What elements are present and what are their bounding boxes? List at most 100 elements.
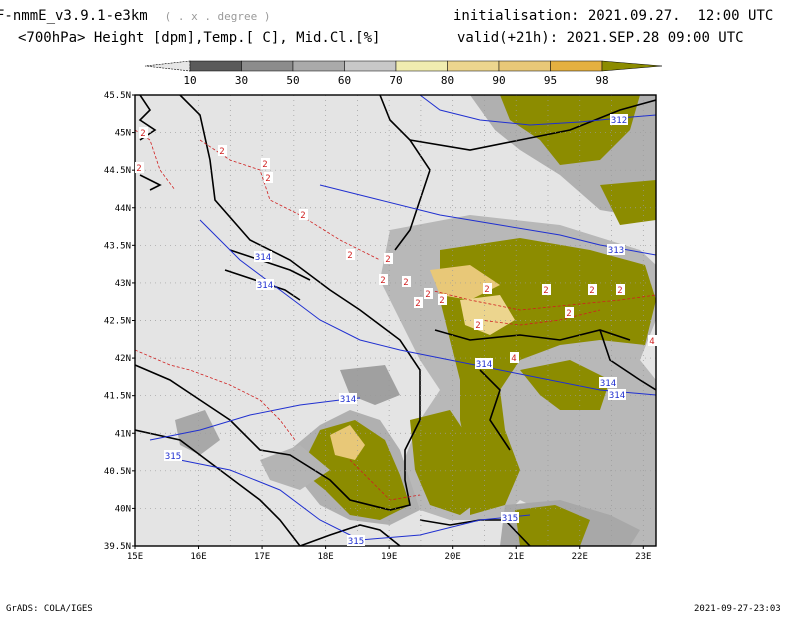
valid-label: valid(+21h): xyxy=(457,30,559,46)
colorbar-tick-label: 90 xyxy=(492,74,505,87)
resolution-note: ( . x . degree ) xyxy=(164,10,271,23)
latitude-label: 43N xyxy=(115,279,131,289)
temp-contour-label: 4 xyxy=(511,354,516,364)
colorbar-right-arrow xyxy=(601,60,663,72)
temp-contour-label: 2 xyxy=(425,290,430,300)
temp-contour-label: 2 xyxy=(140,129,145,139)
latitude-label: 45.5N xyxy=(104,91,131,101)
temp-contour-label: 2 xyxy=(543,286,548,296)
latitude-label: 41.5N xyxy=(104,392,131,402)
temp-contours xyxy=(135,129,656,501)
latitude-label: 39.5N xyxy=(104,542,131,552)
longitude-label: 18E xyxy=(317,552,333,562)
latitude-label: 40N xyxy=(115,504,131,514)
fields-description: <700hPa> Height [dpm],Temp.[ C], Mid.Cl.… xyxy=(18,30,381,46)
temp-label-bg xyxy=(424,288,433,299)
temp-label-bg xyxy=(379,274,388,285)
temp-contour-label: 2 xyxy=(385,255,390,265)
colorbar-tick-label: 60 xyxy=(338,74,351,87)
longitude-label: 17E xyxy=(254,552,270,562)
colorbar-tick-label: 70 xyxy=(389,74,402,87)
height-contour-label: 315 xyxy=(165,452,181,462)
longitude-label: 19E xyxy=(381,552,397,562)
temp-contour-label: 2 xyxy=(589,286,594,296)
temp-contour-label: 2 xyxy=(219,147,224,157)
latitude-label: 41N xyxy=(115,429,131,439)
temp-contour-label: 4 xyxy=(649,337,654,347)
height-label-bg xyxy=(164,450,182,461)
height-label-bg xyxy=(475,358,493,369)
temp-label-bg xyxy=(135,162,144,173)
temp-label-bg xyxy=(438,294,447,305)
temp-label-bg xyxy=(402,276,411,287)
height-contour-label: 315 xyxy=(348,537,364,547)
model-name: F-nmmE_v3.9.1-e3km xyxy=(0,8,148,24)
latitude-label: 42.5N xyxy=(104,317,131,327)
latitude-label: 43.5N xyxy=(104,241,131,251)
latitude-label: 44N xyxy=(115,204,131,214)
height-label-bg xyxy=(339,393,357,404)
temp-label-bg xyxy=(648,335,657,346)
longitude-label: 16E xyxy=(190,552,206,562)
temp-contour-label: 2 xyxy=(265,174,270,184)
model-title: F-nmmE_v3.9.1-e3km ( . x . degree ) xyxy=(0,8,271,25)
temp-label-bg xyxy=(616,284,625,295)
height-label-bg xyxy=(599,377,617,388)
latitude-labels: 45.5N 45N 44.5N 44N 43.5N 43N 42.5N 42N 41.5N 41N… xyxy=(104,91,135,552)
temp-label-bg xyxy=(384,253,393,264)
height-contour-label: 314 xyxy=(600,379,616,389)
temp-label-bg xyxy=(588,284,597,295)
height-contour-label: 314 xyxy=(476,360,492,370)
temp-label-bg xyxy=(139,127,148,138)
colorbar-tick-label: 10 xyxy=(183,74,196,87)
temp-label-bg xyxy=(542,284,551,295)
temp-contour-label: 2 xyxy=(439,296,444,306)
colorbar-tick-label: 95 xyxy=(544,74,557,87)
temp-label-bg xyxy=(483,283,492,294)
colorbar-tick-label: 30 xyxy=(235,74,248,87)
temp-label-bg xyxy=(218,145,227,156)
init-time-line: initialisation: 2021.09.27. 12:00 UTC xyxy=(453,8,773,24)
temp-label-bg xyxy=(299,209,308,220)
height-contour-label: 312 xyxy=(611,116,627,126)
graticule xyxy=(135,95,656,546)
longitude-label: 23E xyxy=(635,552,651,562)
valid-time-line: valid(+21h): 2021.SEP.28 09:00 UTC xyxy=(457,30,744,46)
longitude-label: 15E xyxy=(127,552,143,562)
temp-label-bg xyxy=(414,297,423,308)
height-label-bg xyxy=(347,535,365,546)
valid-time: 2021.SEP.28 09:00 UTC xyxy=(566,30,744,46)
temp-contour-label: 2 xyxy=(347,251,352,261)
colorbar-tick-label: 98 xyxy=(595,74,608,87)
temp-contour-label: 2 xyxy=(475,321,480,331)
longitude-labels: 15E 16E 17E 18E 19E 20E 21E 22E 23E xyxy=(127,546,651,562)
height-contour-label: 314 xyxy=(257,281,273,291)
init-label: initialisation: xyxy=(453,8,580,24)
colorbar-tick-label: 50 xyxy=(286,74,299,87)
temp-contour-label: 2 xyxy=(136,164,141,174)
temp-contour-label: 2 xyxy=(403,278,408,288)
height-contour-label: 314 xyxy=(255,253,271,263)
latitude-label: 45N xyxy=(115,129,131,139)
latitude-label: 42N xyxy=(115,354,131,364)
height-contour-label: 315 xyxy=(502,514,518,524)
height-label-bg xyxy=(501,512,519,523)
temp-contour-label: 2 xyxy=(415,299,420,309)
temp-label-bg xyxy=(510,352,519,363)
latitude-label: 40.5N xyxy=(104,467,131,477)
height-label-bg xyxy=(607,244,625,255)
contour-labels: 3123133143143143143143143153153152222222… xyxy=(135,114,657,547)
height-label-bg xyxy=(608,389,626,400)
latitude-label: 44.5N xyxy=(104,166,131,176)
temp-contour-label: 2 xyxy=(617,286,622,296)
render-timestamp: 2021-09-27-23:03 xyxy=(694,604,781,614)
temp-label-bg xyxy=(264,172,273,183)
temp-contour-label: 2 xyxy=(262,160,267,170)
longitude-label: 22E xyxy=(572,552,588,562)
temp-contour-label: 2 xyxy=(484,285,489,295)
init-time: 2021.09.27. 12:00 UTC xyxy=(587,8,774,24)
temp-contour-label: 2 xyxy=(566,309,571,319)
temp-label-bg xyxy=(346,249,355,260)
colorbar-tick-label: 80 xyxy=(441,74,454,87)
temp-contour-label: 2 xyxy=(300,211,305,221)
